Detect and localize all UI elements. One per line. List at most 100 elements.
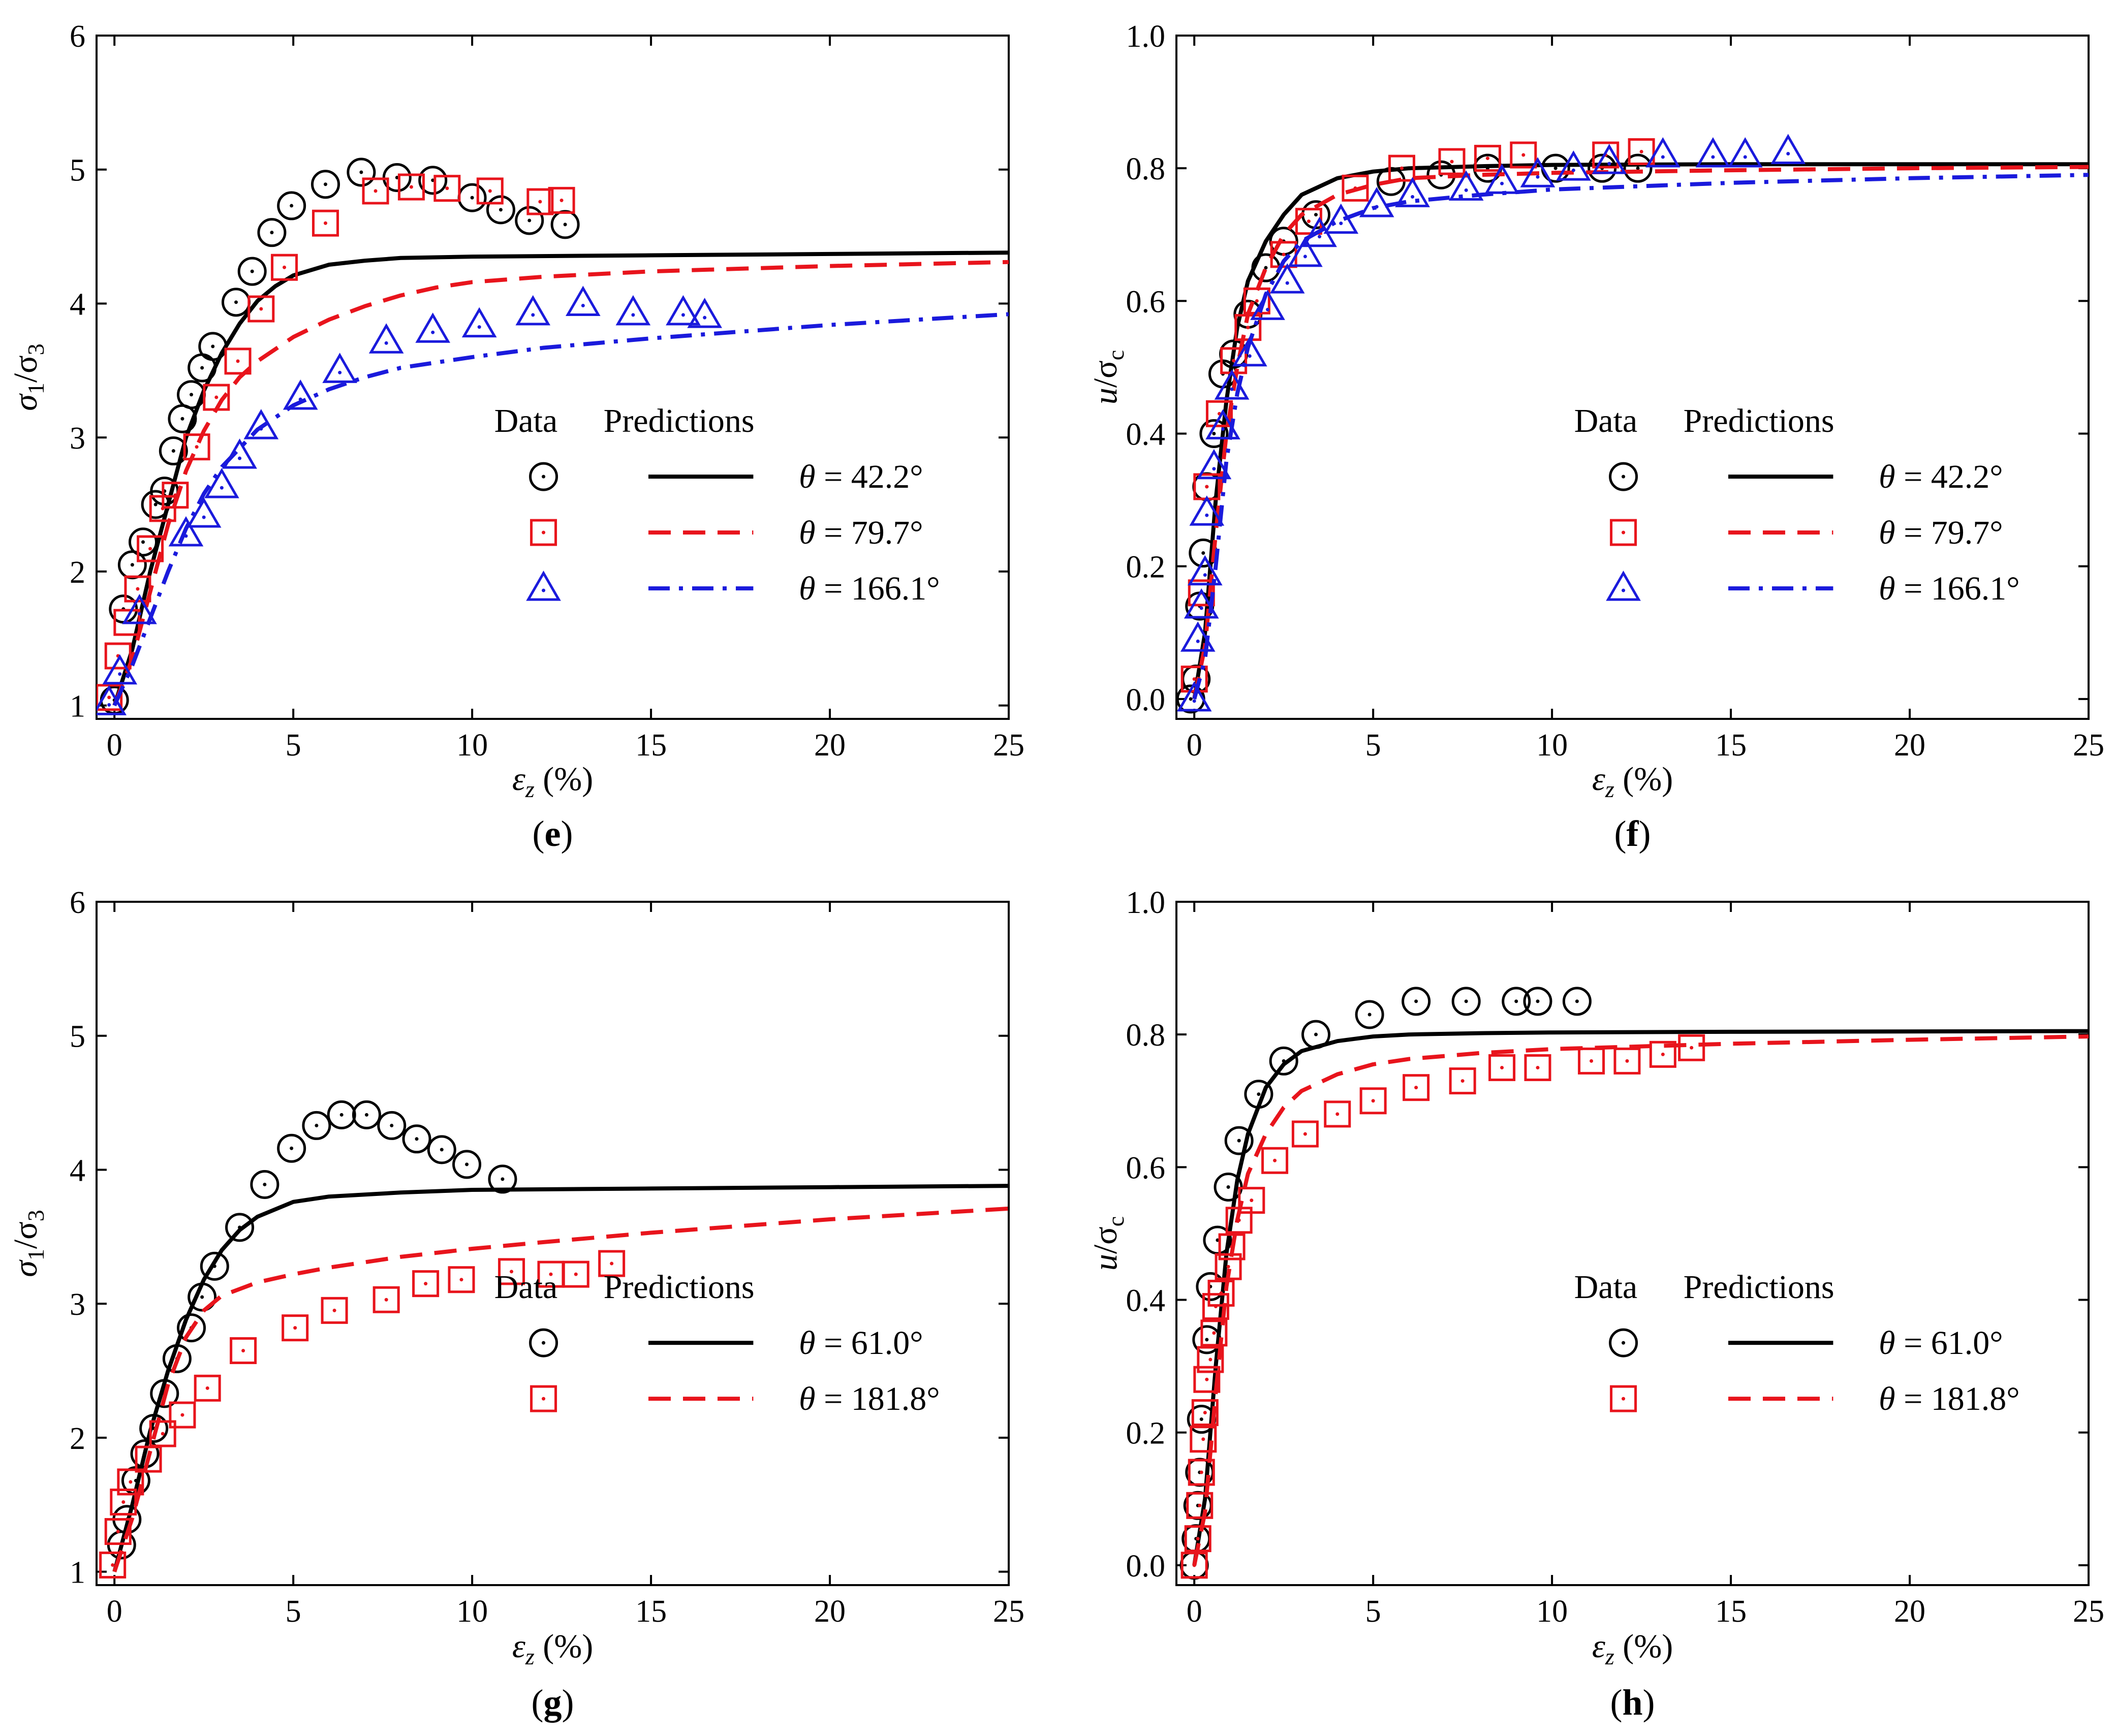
legend-label: θ = 79.7° <box>1879 514 2003 551</box>
data-point-square <box>312 209 339 237</box>
plot-frame <box>96 35 1010 720</box>
legend-theta-value: 42.2° <box>851 458 923 495</box>
marker-circle <box>1523 987 1552 1016</box>
data-point-square <box>1342 174 1369 202</box>
data-point-square <box>1215 1253 1242 1280</box>
legend-label: θ = 166.1° <box>1879 570 2020 607</box>
x-axis-label: εz (%) <box>512 761 593 802</box>
marker-triangle <box>1232 336 1267 367</box>
marker-center-dot <box>459 1278 463 1282</box>
marker-center-dot <box>1536 1065 1540 1069</box>
marker-center-dot <box>1622 1397 1626 1401</box>
x-tick-label: 15 <box>1715 1594 1747 1629</box>
marker-center-dot <box>1786 152 1790 156</box>
marker-triangle <box>1520 157 1556 187</box>
marker-center-dot <box>1590 1059 1594 1063</box>
legend-theta-value: 42.2° <box>1931 458 2003 495</box>
data-point-triangle <box>1727 137 1763 168</box>
marker-center-dot <box>415 1137 419 1141</box>
marker-center-dot <box>1303 1132 1307 1136</box>
x-tick-label: 0 <box>1187 728 1202 763</box>
marker-circle <box>1301 1020 1331 1049</box>
marker-square <box>1190 1426 1217 1453</box>
data-point-square <box>224 348 252 375</box>
prediction-line-3 <box>1192 173 2089 700</box>
data-point-square <box>1324 1100 1351 1128</box>
marker-triangle <box>97 685 127 715</box>
legend-marker <box>1606 571 1641 601</box>
data-point-circle <box>327 1100 356 1129</box>
marker-triangle <box>168 516 204 547</box>
data-point-circle <box>237 257 267 286</box>
marker-center-dot <box>130 563 134 567</box>
y-axis-label: u/σc <box>1087 1216 1129 1271</box>
marker-center-dot <box>238 456 242 460</box>
marker-center-dot <box>549 1272 553 1276</box>
x-tick-label: 25 <box>993 1594 1024 1629</box>
marker-circle <box>257 218 287 247</box>
marker-triangle <box>1556 150 1591 181</box>
marker-center-dot <box>241 1348 245 1352</box>
marker-center-dot <box>488 189 492 193</box>
marker-center-dot <box>270 231 274 235</box>
data-point-triangle <box>1180 621 1216 652</box>
data-point-square <box>104 1518 132 1545</box>
marker-center-dot <box>298 397 302 401</box>
y-tick-label: 1.0 <box>1126 886 1166 920</box>
marker-center-dot <box>121 1500 126 1504</box>
data-point-triangle <box>1448 170 1484 201</box>
marker-center-dot <box>501 1177 505 1181</box>
marker-circle <box>225 1213 255 1242</box>
y-axis-symbol: u <box>1087 1254 1124 1271</box>
marker-triangle <box>415 312 451 343</box>
marker-center-dot <box>211 344 215 349</box>
marker-center-dot <box>290 204 294 208</box>
data-point-triangle <box>102 654 138 685</box>
legend-marker <box>526 571 561 601</box>
panel-label-open: ( <box>532 1682 544 1723</box>
marker-center-dot <box>161 1432 165 1436</box>
marker-center-dot <box>315 1123 319 1127</box>
y-axis-label: σ1/σ3 <box>7 343 49 411</box>
data-point-circle <box>277 1133 306 1163</box>
prediction-line-1 <box>112 250 1009 706</box>
data-point-square <box>1261 1147 1289 1174</box>
y-tick-label: 0.2 <box>1126 550 1166 585</box>
marker-triangle <box>322 353 357 383</box>
marker-center-dot <box>1622 475 1626 479</box>
marker-center-dot <box>1314 213 1318 217</box>
marker-center-dot <box>1205 1338 1209 1342</box>
marker-center-dot <box>1198 1503 1202 1507</box>
data-point-square <box>183 433 210 461</box>
panel-label-close: ) <box>1643 1682 1655 1723</box>
marker-square <box>548 186 575 214</box>
data-point-triangle <box>243 409 279 439</box>
marker-square <box>117 1468 144 1496</box>
data-point-square <box>1388 154 1415 182</box>
marker-center-dot <box>1521 153 1526 157</box>
legend-equals: = <box>816 514 851 551</box>
prediction-line-3 <box>112 312 1009 707</box>
marker-square <box>397 173 425 201</box>
legend-header-predictions: Predictions <box>1684 402 1834 439</box>
marker-center-dot <box>1282 1059 1286 1063</box>
data-point-triangle <box>1176 681 1212 712</box>
marker-center-dot <box>1212 1331 1216 1335</box>
marker-center-dot <box>136 587 140 591</box>
data-point-square <box>397 173 425 201</box>
marker-circle <box>1609 1328 1638 1358</box>
legend-marker <box>529 462 558 491</box>
marker-square <box>169 1401 196 1429</box>
marker-square <box>1291 1120 1319 1148</box>
marker-center-dot <box>1318 235 1322 239</box>
marker-triangle <box>526 571 561 601</box>
marker-triangle <box>1606 571 1641 601</box>
data-point-circle <box>1301 1020 1331 1049</box>
data-point-square <box>598 1250 626 1277</box>
y-tick-label: 1 <box>70 1556 85 1590</box>
marker-circle <box>237 257 267 286</box>
marker-center-dot <box>542 475 546 479</box>
prediction-line-1 <box>1192 162 2089 700</box>
